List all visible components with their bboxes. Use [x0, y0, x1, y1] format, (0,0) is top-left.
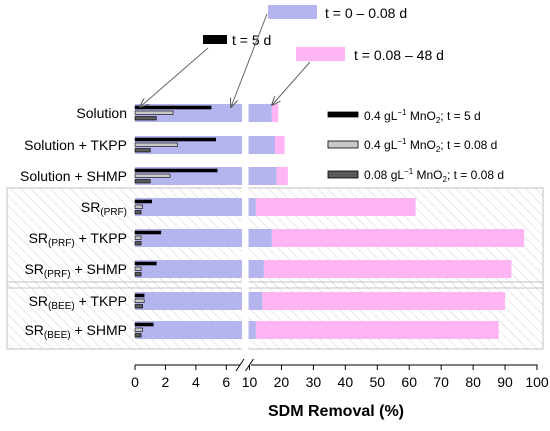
bar-mno2-008d-6: [134, 298, 145, 303]
annotations: t = 5 d t = 0 – 0.08 d t = 0.08 – 48 d: [140, 5, 444, 107]
bar-t48-0: [271, 104, 279, 122]
annotation-t5: t = 5 d: [232, 32, 271, 48]
x-tick-label-2: 2: [162, 374, 170, 390]
x-tick-label-60: 60: [401, 374, 417, 390]
bar-t0-3: [135, 198, 256, 216]
bar-mno2-008d-2: [134, 173, 171, 178]
bar-t48-5: [263, 260, 512, 278]
annotation-swatch-t0: [268, 5, 317, 19]
x-axis-label: SDM Removal (%): [268, 403, 404, 420]
bar-mno2-008d-0: [134, 110, 174, 115]
bar-t0-5: [135, 260, 264, 278]
arrow-t5: [140, 47, 209, 107]
legend-swatch-1: [327, 140, 359, 149]
x-tick-label-6: 6: [222, 374, 230, 390]
bar-mno2-5d-6: [134, 293, 145, 298]
category-label-4: SR(PRF) + TKPP: [29, 230, 127, 249]
annotation-swatch-t48: [296, 47, 345, 61]
category-label-5: SR(PRF) + SHMP: [24, 261, 127, 280]
x-tick-label-0: 0: [131, 374, 139, 390]
bar-mno2-008d-7: [134, 327, 143, 332]
bar-mno2-5d-2: [134, 168, 218, 173]
x-tick-label-80: 80: [465, 374, 481, 390]
category-label-2: Solution + SHMP: [20, 168, 127, 184]
x-tick-label-90: 90: [497, 374, 513, 390]
category-label-0: Solution: [76, 105, 127, 121]
annotation-t48: t = 0.08 – 48 d: [354, 47, 444, 63]
x-tick-label-20: 20: [274, 374, 290, 390]
x-tick-label-50: 50: [369, 374, 385, 390]
bar-mno2low-008d-3: [134, 210, 142, 215]
bar-t48-7: [255, 321, 499, 339]
annotation-swatch-t5: [203, 35, 227, 44]
bar-mno2low-008d-7: [134, 333, 142, 338]
category-label-6: SR(BEE) + TKPP: [29, 293, 127, 312]
axis-break-gap: [242, 92, 249, 354]
bar-mno2-5d-5: [134, 261, 157, 266]
legend-label-1: 0.4 gL−1 MnO2; t = 0.08 d: [364, 137, 497, 154]
category-label-3: SR(PRF): [81, 199, 127, 218]
bar-mno2low-008d-4: [134, 241, 142, 246]
bar-t48-3: [255, 198, 416, 216]
bar-mno2-008d-1: [134, 142, 178, 147]
category-label-7: SR(BEE) + SHMP: [24, 322, 127, 341]
bar-mno2low-008d-0: [134, 116, 157, 121]
bar-mno2low-008d-1: [134, 148, 151, 153]
bar-t48-1: [275, 136, 285, 154]
x-tick-label-100: 100: [525, 374, 549, 390]
bar-mno2low-008d-5: [134, 272, 142, 277]
bar-t48-4: [271, 229, 525, 247]
bar-mno2-5d-1: [134, 137, 216, 142]
bar-t48-6: [262, 292, 506, 310]
bar-t0-7: [135, 321, 256, 339]
bar-mno2-5d-3: [134, 199, 153, 204]
bar-t48-2: [276, 167, 288, 185]
category-label-1: Solution + TKPP: [24, 137, 127, 153]
axis-break-mark-0: [235, 358, 245, 372]
x-tick-label-4: 4: [192, 374, 200, 390]
x-tick-label-70: 70: [433, 374, 449, 390]
bar-mno2-5d-7: [134, 322, 154, 327]
bar-t0-6: [135, 292, 263, 310]
category-labels: Solution Solution + TKPP Solution + SHMP SR…: [20, 105, 127, 341]
bar-mno2low-008d-2: [134, 179, 151, 184]
annotation-t0: t = 0 – 0.08 d: [325, 5, 407, 21]
legend-swatch-2: [327, 170, 359, 179]
bar-t0-4: [135, 229, 272, 247]
legend: 0.4 gL−1 MnO2; t = 5 d 0.4 gL−1 MnO2; t =…: [327, 108, 504, 184]
bar-mno2-008d-4: [134, 235, 142, 240]
legend-label-0: 0.4 gL−1 MnO2; t = 5 d: [364, 108, 481, 125]
bar-mno2-5d-4: [134, 230, 162, 235]
arrow-t0: [231, 13, 268, 107]
bar-mno2-008d-3: [134, 204, 143, 209]
bars: [134, 92, 525, 354]
bar-mno2-5d-0: [134, 105, 212, 110]
x-axis: 0 2 4 6 10 20 30 40 50 60 70 80 90 100 SDM Removal (%): [131, 358, 549, 420]
bar-mno2low-008d-6: [134, 304, 143, 309]
legend-swatch-0: [327, 111, 359, 118]
x-tick-label-10: 10: [242, 374, 258, 390]
bar-mno2-008d-5: [134, 266, 142, 271]
arrow-t48: [272, 61, 311, 105]
x-tick-label-30: 30: [306, 374, 322, 390]
legend-label-2: 0.08 gL−1 MnO2; t = 0.08 d: [364, 167, 504, 184]
x-tick-label-40: 40: [338, 374, 354, 390]
